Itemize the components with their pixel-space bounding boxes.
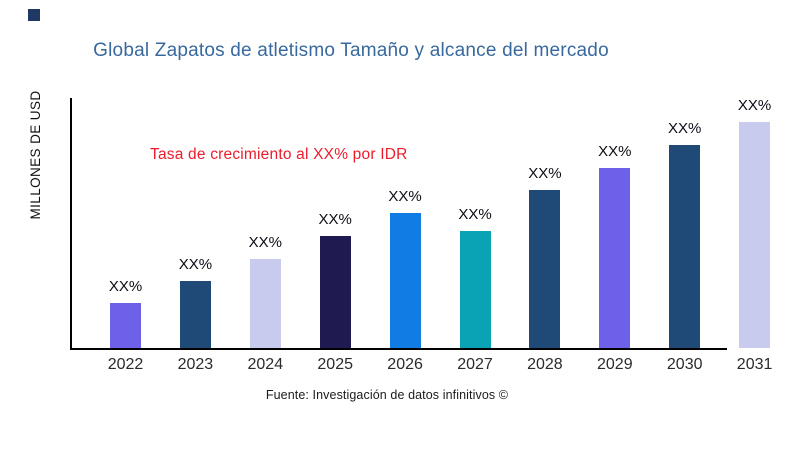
bar-2025: [319, 236, 351, 348]
bar-2023: [179, 281, 211, 348]
x-tick-2031: 2031: [736, 356, 773, 373]
x-tick-2027: 2027: [457, 356, 493, 373]
bar-2031: [739, 122, 771, 348]
growth-annotation: Tasa de crecimiento al XX% por IDR: [150, 146, 408, 163]
y-axis-line: [70, 98, 72, 350]
bar-2028: [529, 190, 561, 348]
x-tick-2024: 2024: [247, 356, 284, 373]
bar-value-label-2026: XX%: [388, 188, 422, 205]
bar-2022: [110, 303, 141, 348]
bar-value-label-2024: XX%: [248, 234, 282, 251]
x-tick-2025: 2025: [317, 356, 353, 373]
bar-2027: [459, 231, 491, 348]
bar-2026: [389, 213, 421, 348]
bar-2029: [599, 168, 631, 348]
bar-value-label-2023: XX%: [178, 256, 213, 273]
source-caption: Fuente: Investigación de datos infinitiv…: [265, 388, 509, 402]
chart-title: Global Zapatos de atletismo Tamaño y alc…: [93, 40, 609, 61]
x-tick-2029: 2029: [597, 356, 633, 373]
x-tick-2028: 2028: [527, 356, 563, 373]
bar-value-label-2029: XX%: [598, 143, 632, 160]
bar-2024: [249, 259, 281, 348]
bar-value-label-2031: XX%: [737, 97, 772, 114]
bar-value-label-2022: XX%: [108, 278, 143, 295]
bar-value-label-2030: XX%: [668, 120, 702, 137]
x-tick-2023: 2023: [177, 356, 214, 373]
x-tick-2022: 2022: [107, 356, 144, 373]
bar-2030: [669, 145, 701, 348]
x-tick-2030: 2030: [666, 356, 703, 373]
bar-value-label-2025: XX%: [318, 211, 352, 228]
y-axis-label: MILLONES DE USD: [28, 90, 43, 220]
x-axis-line: [70, 348, 727, 350]
bar-value-label-2028: XX%: [528, 165, 562, 182]
x-tick-2026: 2026: [387, 356, 423, 373]
brand-mark: [28, 9, 40, 21]
bar-value-label-2027: XX%: [458, 206, 492, 223]
